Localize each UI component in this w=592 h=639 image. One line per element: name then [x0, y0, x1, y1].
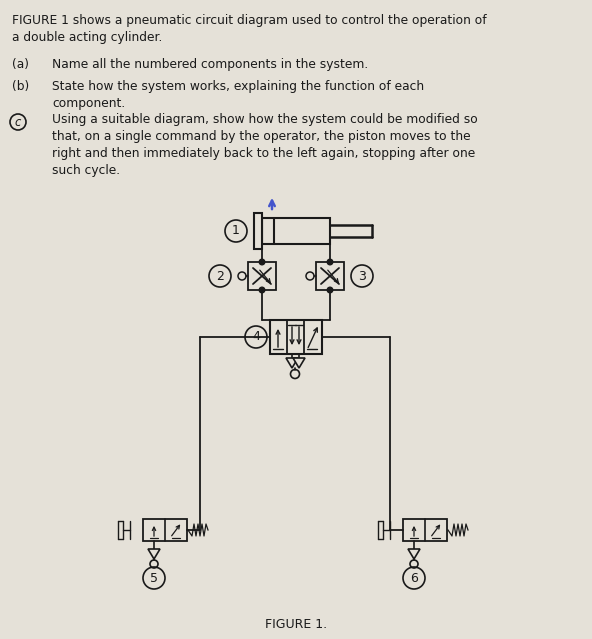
Text: (b): (b) [12, 80, 29, 93]
Bar [403, 519, 447, 541]
Bar [254, 213, 262, 249]
Circle shape [259, 287, 265, 293]
Text: Name all the numbered components in the system.: Name all the numbered components in the … [52, 58, 368, 71]
Text: 3: 3 [358, 270, 366, 282]
Polygon shape [148, 549, 160, 559]
Polygon shape [293, 358, 305, 368]
Text: 6: 6 [410, 571, 418, 585]
Text: 2: 2 [216, 270, 224, 282]
Text: State how the system works, explaining the function of each
component.: State how the system works, explaining t… [52, 80, 424, 110]
Text: FIGURE 1.: FIGURE 1. [265, 619, 327, 631]
Text: 4: 4 [252, 330, 260, 344]
Polygon shape [408, 549, 420, 559]
Bar [248, 262, 276, 290]
Text: 1: 1 [232, 224, 240, 238]
Text: Using a suitable diagram, show how the system could be modified so
that, on a si: Using a suitable diagram, show how the s… [52, 113, 478, 177]
Polygon shape [286, 358, 298, 368]
Bar [270, 320, 322, 354]
Text: (a): (a) [12, 58, 29, 71]
Text: 5: 5 [150, 571, 158, 585]
Bar [262, 218, 330, 244]
Text: c: c [15, 116, 21, 128]
Bar [143, 519, 187, 541]
Circle shape [327, 287, 333, 293]
Circle shape [259, 259, 265, 265]
Bar [316, 262, 344, 290]
Circle shape [327, 259, 333, 265]
Text: FIGURE 1 shows a pneumatic circuit diagram used to control the operation of
a do: FIGURE 1 shows a pneumatic circuit diagr… [12, 14, 487, 44]
